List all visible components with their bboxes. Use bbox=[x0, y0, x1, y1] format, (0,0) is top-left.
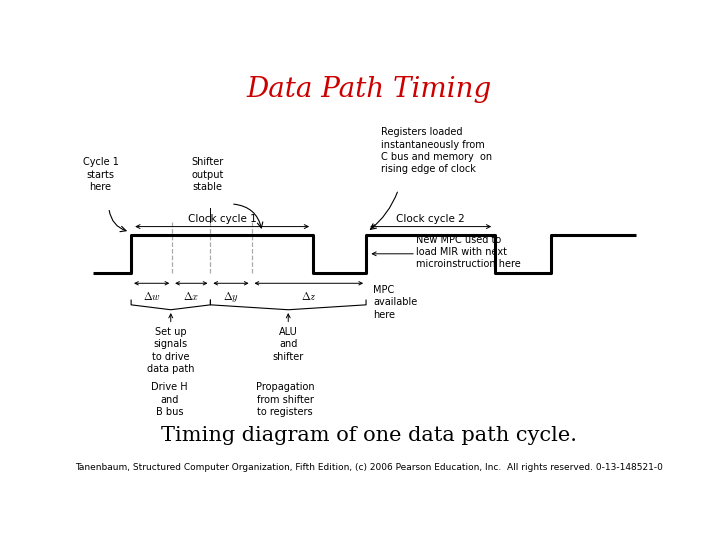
Text: Cycle 1
starts
here: Cycle 1 starts here bbox=[83, 157, 119, 192]
Text: Shifter
output
stable: Shifter output stable bbox=[192, 157, 224, 192]
Text: $\Delta w$: $\Delta w$ bbox=[143, 289, 161, 302]
Text: Drive H
and
B bus: Drive H and B bus bbox=[151, 382, 188, 417]
Text: Timing diagram of one data path cycle.: Timing diagram of one data path cycle. bbox=[161, 426, 577, 445]
Text: $\Delta x$: $\Delta x$ bbox=[184, 289, 199, 302]
Text: Set up
signals
to drive
data path: Set up signals to drive data path bbox=[147, 327, 194, 374]
Text: $\Delta y$: $\Delta y$ bbox=[223, 289, 239, 303]
Text: ALU
and
shifter: ALU and shifter bbox=[273, 327, 304, 362]
Text: Propagation
from shifter
to registers: Propagation from shifter to registers bbox=[256, 382, 315, 417]
Text: New MPC used to
load MIR with next
microinstruction here: New MPC used to load MIR with next micro… bbox=[416, 234, 521, 269]
Text: Clock cycle 1: Clock cycle 1 bbox=[188, 213, 256, 224]
Text: Registers loaded
instantaneously from
C bus and memory  on
rising edge of clock: Registers loaded instantaneously from C … bbox=[381, 127, 492, 174]
Text: Data Path Timing: Data Path Timing bbox=[246, 76, 492, 103]
Text: Clock cycle 2: Clock cycle 2 bbox=[396, 213, 465, 224]
Text: Tanenbaum, Structured Computer Organization, Fifth Edition, (c) 2006 Pearson Edu: Tanenbaum, Structured Computer Organizat… bbox=[75, 463, 663, 472]
Text: $\Delta z$: $\Delta z$ bbox=[301, 289, 317, 302]
Text: MPC
available
here: MPC available here bbox=[373, 285, 418, 320]
